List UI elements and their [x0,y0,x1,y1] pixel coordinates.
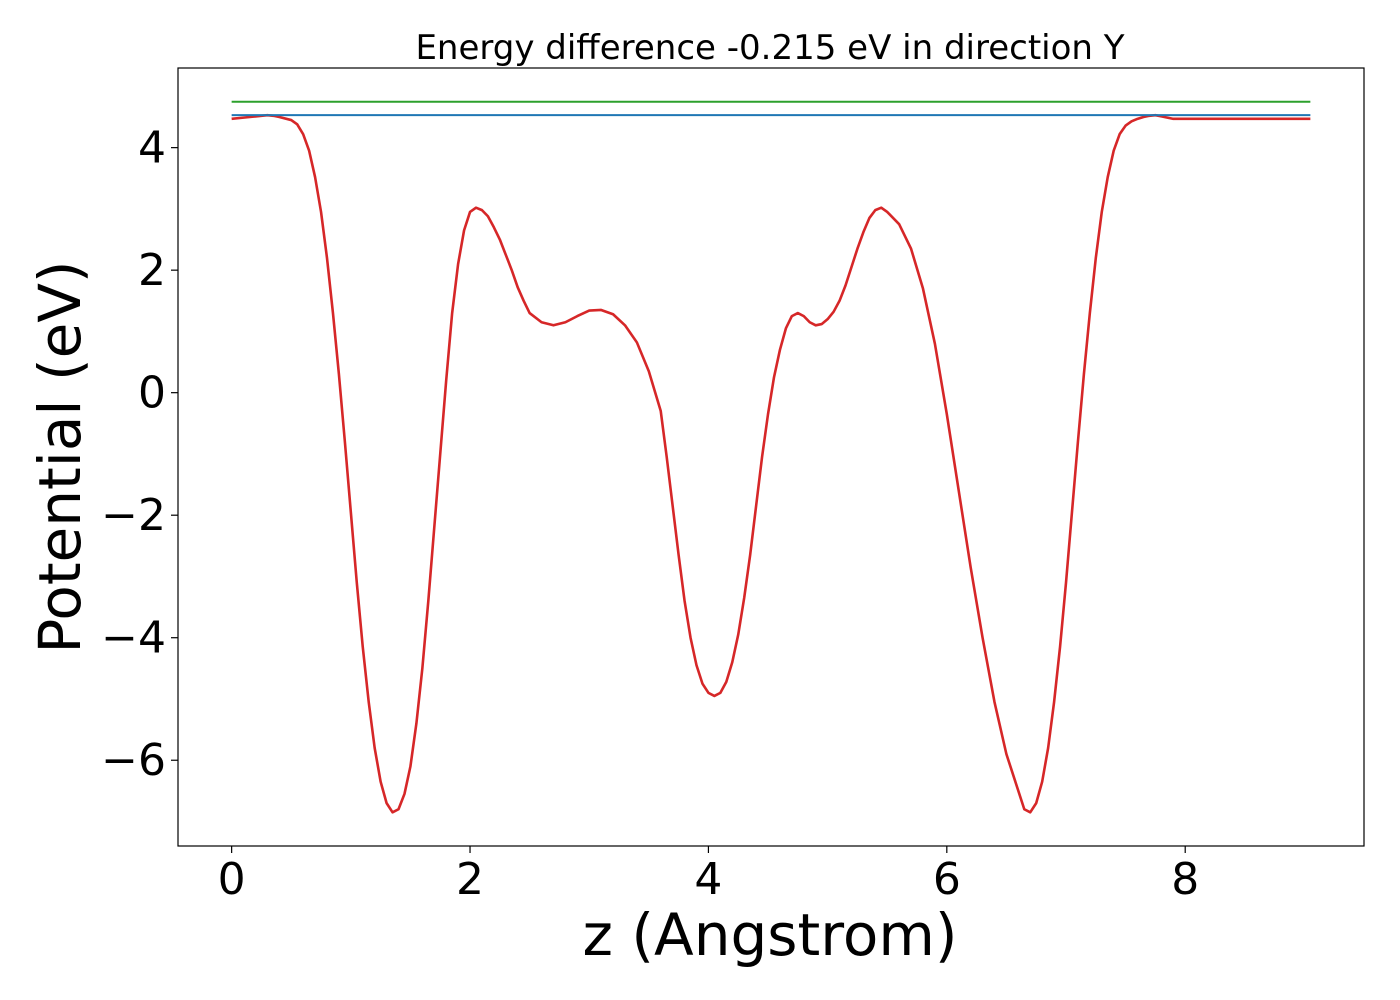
x-tick-label: 4 [694,854,722,905]
x-tick-label: 0 [218,854,246,905]
y-axis-ticks: −6 −4 −2 0 2 4 [101,123,178,786]
y-tick-label: −2 [101,490,166,541]
x-axis-ticks: 0 2 4 6 8 [218,846,1199,905]
y-tick-label: 4 [138,123,166,174]
x-tick-label: 6 [933,854,961,905]
y-axis-label: Potential (eV) [26,260,94,653]
plot-frame [177,67,1365,847]
x-tick-label: 2 [456,854,484,905]
y-tick-label: 2 [138,245,166,296]
plot-area [231,100,1311,814]
y-tick-label: 0 [138,368,166,419]
series-line-1 [231,113,1311,814]
y-tick-label: −6 [101,735,166,786]
x-axis-label: z (Angstrom) [583,901,958,969]
y-tick-label: −4 [101,613,166,664]
x-tick-label: 8 [1171,854,1199,905]
chart-title: Energy difference -0.215 eV in direction… [415,28,1124,68]
